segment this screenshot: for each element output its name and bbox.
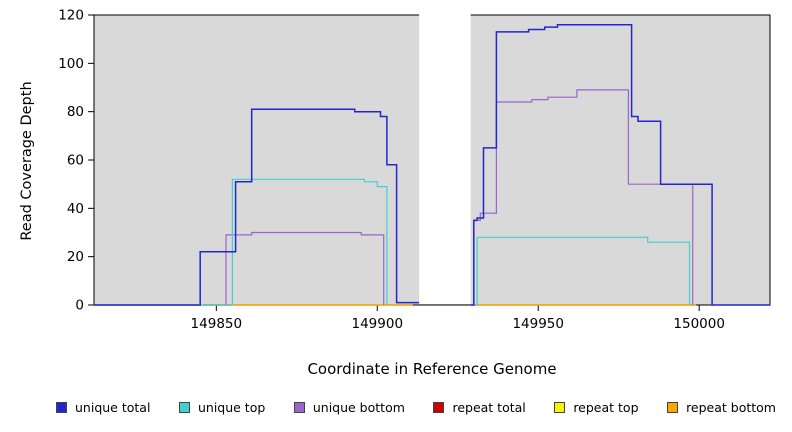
series-unique-total [470, 23, 770, 306]
y-tick-label: 0 [75, 298, 84, 314]
legend-swatch-repeat-top [554, 402, 566, 413]
y-tick-label: 120 [58, 8, 84, 24]
series-unique-bottom [470, 89, 694, 306]
series-unique-top [94, 178, 388, 306]
legend-swatch-repeat-bottom [667, 402, 679, 413]
x-tick-label: 149950 [512, 316, 564, 332]
legend-item-repeat-bottom: repeat bottom [667, 400, 776, 415]
legend-label: unique bottom [312, 400, 405, 415]
legend-item-unique-top: unique top [178, 400, 266, 415]
x-axis-label: Coordinate in Reference Genome [307, 360, 557, 378]
legend-swatch-unique-bottom [293, 402, 305, 413]
legend-item-unique-bottom: unique bottom [293, 400, 405, 415]
y-tick-label: 100 [58, 56, 84, 72]
y-axis-label: Read Coverage Depth [19, 81, 35, 241]
legend-item-unique-total: unique total [56, 400, 150, 415]
y-tick-label: 80 [67, 104, 84, 120]
legend-label: unique top [197, 400, 266, 415]
y-tick-label: 20 [67, 249, 84, 265]
legend-swatch-repeat-total [433, 402, 445, 413]
legend-label: unique total [75, 400, 151, 415]
legend-label: repeat total [452, 400, 526, 415]
legend-item-repeat-total: repeat total [433, 400, 526, 415]
y-tick-label: 40 [67, 201, 84, 217]
legend-item-repeat-top: repeat top [554, 400, 639, 415]
y-tick-label: 60 [67, 153, 84, 169]
series-unique-bottom [94, 231, 385, 306]
coverage-plot: 0 20 40 60 80 100 120 149850 149900 149950 150000 [58, 8, 771, 332]
series-unique-total [94, 108, 420, 306]
legend-swatch-unique-total [56, 402, 67, 413]
x-tick-label: 149900 [352, 316, 404, 332]
legend-label: repeat bottom [686, 400, 776, 415]
legend-swatch-unique-top [178, 402, 190, 413]
legend-label: repeat top [573, 400, 639, 415]
x-tick-label: 150000 [673, 316, 725, 332]
legend: unique total unique top unique bottom repea… [0, 400, 792, 415]
x-tick-label: 149850 [191, 316, 243, 332]
gap-band [419, 10, 471, 304]
series-unique-top [470, 236, 691, 306]
